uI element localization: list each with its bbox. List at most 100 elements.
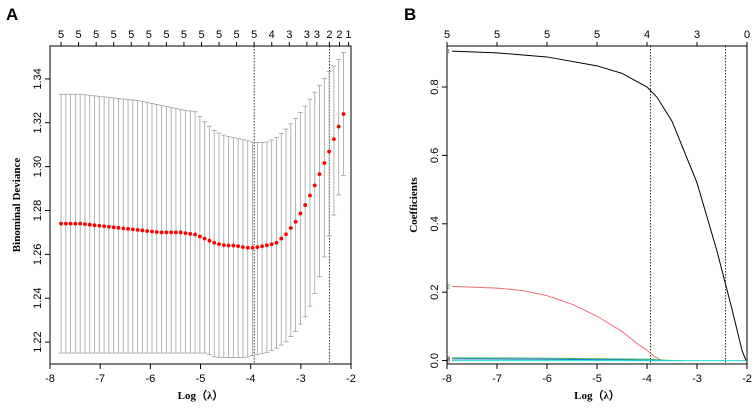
panel-a-lasso-cv-plot: -8 -7 -6 -5 -4 -3 -2 1.22 1.24 1.26 1.28 1.30 1.32 1.… <box>11 29 356 402</box>
cv-mean-point <box>303 203 308 207</box>
y-tick-label: 0.8 <box>429 79 441 94</box>
y-tick-label: 1.24 <box>32 287 44 308</box>
cv-mean-point <box>87 222 92 227</box>
top-count-label: 5 <box>76 29 82 41</box>
x-axis-label: Log（λ） <box>178 389 224 402</box>
cv-mean-point <box>332 137 336 141</box>
panel-a-letter: A <box>6 5 18 24</box>
panel-b-letter: B <box>404 5 416 24</box>
cv-mean-point <box>169 230 174 235</box>
top-count-label: 5 <box>128 29 134 41</box>
cv-mean-point <box>245 245 250 250</box>
y-tick-label: 1.30 <box>32 156 44 177</box>
cv-mean-point <box>183 231 188 236</box>
cv-mean-point <box>174 230 178 235</box>
cv-mean-point <box>241 245 245 250</box>
coefficient-path-1 <box>451 50 747 361</box>
top-count-label: 5 <box>234 29 240 41</box>
top-count-label: 3 <box>304 29 310 41</box>
top-count-label: 5 <box>216 29 222 41</box>
x-tick-label: -4 <box>246 373 256 385</box>
cv-mean-point <box>126 226 130 231</box>
top-count-label: 5 <box>111 29 117 41</box>
y-tick-label: 0.6 <box>429 148 441 163</box>
cv-mean-point <box>217 242 221 247</box>
cv-mean-point <box>226 243 231 248</box>
cv-mean-point <box>92 223 97 228</box>
coefficient-path-label: 1 <box>447 49 450 55</box>
cv-mean-point <box>312 183 317 188</box>
x-tick-label: -7 <box>492 373 502 385</box>
y-tick-label: 1.22 <box>32 331 44 352</box>
cv-mean-point <box>293 219 298 224</box>
x-tick-label: -6 <box>145 373 155 385</box>
y-tick-label: 0.4 <box>429 216 441 231</box>
y-tick-label: 1.26 <box>32 244 44 265</box>
y-tick-label: 0.2 <box>429 285 441 300</box>
x-tick-label: -7 <box>95 373 105 385</box>
cv-mean-point <box>202 236 207 241</box>
cv-mean-point <box>116 225 121 230</box>
panel-b-coefficient-path-plot: -8 -7 -6 -5 -4 -3 -20.00.20.40.60.85 5 5 5 4 3 0Log（… <box>408 29 752 402</box>
top-count-label: 3 <box>286 29 292 41</box>
cv-mean-point <box>63 221 68 226</box>
cv-mean-point <box>255 245 260 250</box>
cv-mean-point <box>322 161 327 165</box>
cv-mean-point <box>59 221 63 226</box>
cv-mean-point <box>197 234 202 239</box>
cv-mean-point <box>274 240 279 245</box>
cv-mean-point <box>150 229 154 234</box>
top-count-label: 2 <box>326 29 332 41</box>
cv-mean-point <box>207 238 212 243</box>
y-tick-label: 1.34 <box>32 68 44 89</box>
cv-mean-point <box>288 226 293 230</box>
top-count-label: 5 <box>251 29 257 41</box>
top-count-label: 5 <box>594 29 600 41</box>
top-count-label: 3 <box>314 29 320 41</box>
x-tick-label: -4 <box>642 373 652 385</box>
cv-mean-point <box>140 228 145 233</box>
top-count-label: 0 <box>744 29 750 41</box>
x-tick-label: -8 <box>45 373 55 385</box>
cv-mean-point <box>135 228 140 232</box>
top-count-label: 1 <box>345 29 351 41</box>
top-count-label: 5 <box>146 29 152 41</box>
coefficient-path-label: 2 <box>447 284 450 290</box>
cv-mean-point <box>73 221 78 226</box>
cv-mean-point <box>121 226 126 231</box>
y-axis-label: Binominal Deviance <box>11 158 23 253</box>
coefficient-path-label: 5 <box>447 359 450 365</box>
top-count-label: 5 <box>163 29 169 41</box>
top-count-label: 5 <box>444 29 450 41</box>
coefficient-path-2 <box>451 285 663 362</box>
top-count-label: 3 <box>694 29 700 41</box>
cv-mean-point <box>97 223 102 228</box>
top-count-label: 5 <box>58 29 64 41</box>
y-axis-label: Coefficients <box>408 176 420 232</box>
top-count-label: 2 <box>336 29 342 41</box>
cv-mean-point <box>308 193 312 198</box>
top-count-label: 4 <box>269 29 275 41</box>
cv-mean-point <box>188 231 193 236</box>
x-tick-label: -2 <box>346 373 356 385</box>
y-tick-label: 1.32 <box>32 112 44 133</box>
top-count-label: 5 <box>494 29 500 41</box>
cv-mean-point <box>107 224 111 229</box>
cv-mean-point <box>212 240 217 245</box>
cv-mean-point <box>145 229 150 233</box>
top-count-label: 5 <box>93 29 99 41</box>
top-count-label: 5 <box>198 29 204 41</box>
cv-mean-point <box>341 112 346 116</box>
coefficient-path-label: 4 <box>447 357 450 363</box>
cv-mean-point <box>164 230 169 235</box>
x-axis-label: Log（λ） <box>574 389 620 402</box>
x-tick-label: -3 <box>296 373 306 385</box>
cv-mean-point <box>102 224 107 229</box>
cv-mean-point <box>68 221 73 226</box>
cv-mean-point <box>284 232 288 237</box>
cv-mean-point <box>193 232 197 237</box>
cv-mean-point <box>130 227 135 232</box>
cv-mean-point <box>178 230 183 235</box>
cv-mean-point <box>159 230 164 235</box>
